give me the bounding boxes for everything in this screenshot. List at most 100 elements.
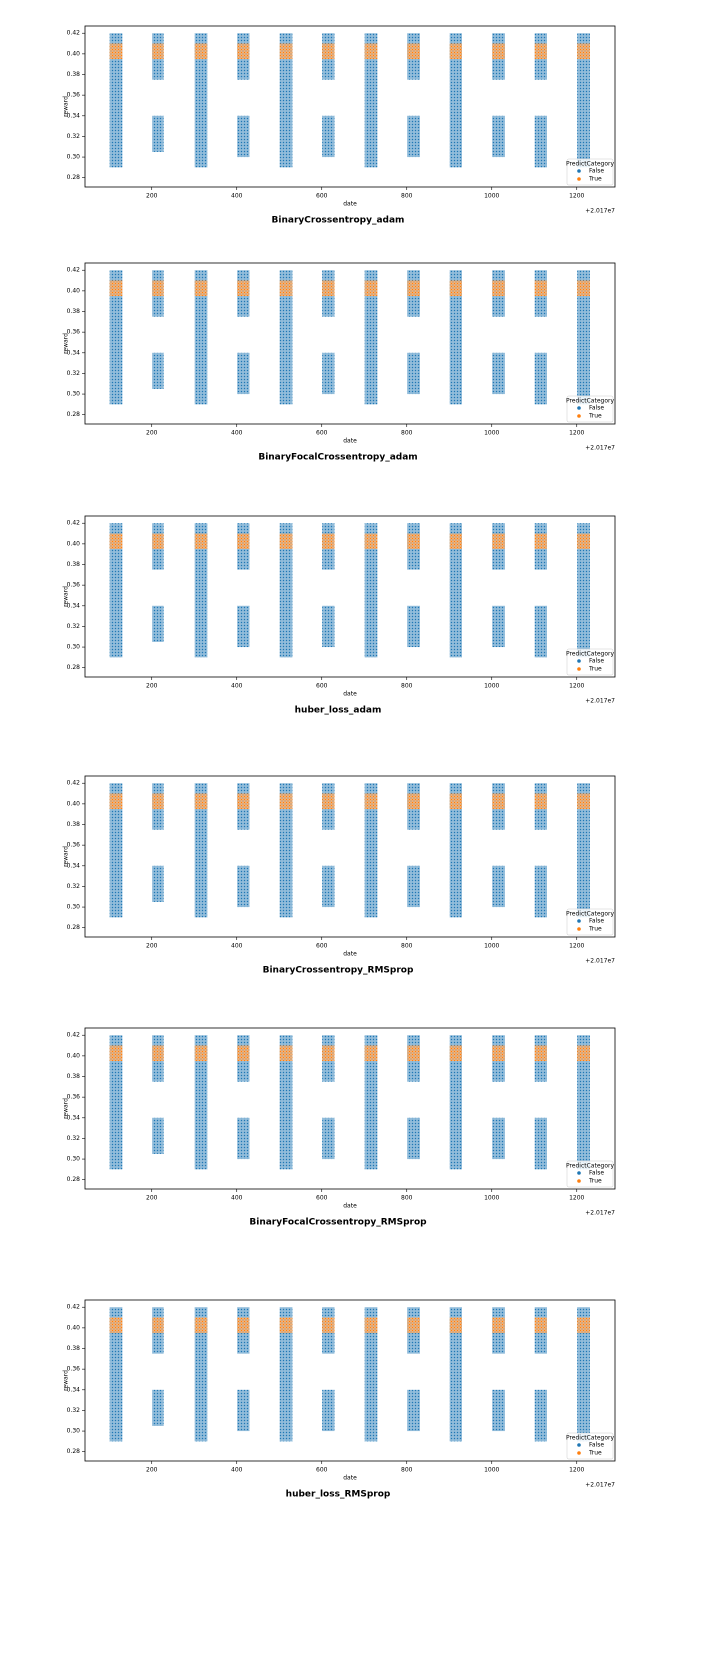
chart: 200 400 600 800 1000 1200 0.28 0.30 0.32 0.34 0.36… [63, 25, 616, 226]
x-tick-label: 1000 [484, 1467, 499, 1474]
x-tick-label: 1000 [484, 1195, 499, 1202]
point-cluster [534, 1317, 547, 1334]
y-tick-label: 0.38 [67, 1345, 81, 1352]
point-cluster [194, 783, 208, 918]
point-cluster [279, 783, 293, 918]
x-offset-label: +2.017e7 [585, 208, 615, 215]
legend-marker [577, 169, 581, 173]
x-tick-label: 1200 [569, 943, 584, 950]
x-offset-label: +2.017e7 [585, 958, 615, 965]
point-cluster [109, 793, 123, 810]
y-tick-label: 0.34 [67, 112, 81, 119]
y-tick-label: 0.36 [67, 92, 81, 99]
point-cluster [492, 43, 505, 60]
point-cluster [109, 533, 123, 550]
x-offset-label: +2.017e7 [585, 1210, 615, 1217]
x-tick-label: 800 [401, 943, 413, 950]
y-tick-label: 0.34 [67, 1386, 81, 1393]
x-tick-label: 1200 [569, 683, 584, 690]
point-cluster [279, 523, 293, 658]
point-cluster [109, 270, 123, 405]
point-cluster [322, 1389, 335, 1432]
legend-label: True [588, 413, 602, 420]
point-cluster [152, 1389, 164, 1426]
point-cluster [322, 43, 335, 60]
x-tick-label: 600 [316, 193, 328, 200]
y-tick-label: 0.28 [67, 1448, 81, 1455]
point-cluster [109, 783, 123, 918]
x-tick-label: 1000 [484, 430, 499, 437]
point-cluster [407, 280, 420, 297]
point-cluster [322, 280, 335, 297]
point-cluster [449, 1317, 462, 1334]
point-cluster [152, 1317, 164, 1334]
point-cluster [534, 533, 547, 550]
y-tick-label: 0.30 [67, 1428, 81, 1435]
x-tick-label: 200 [146, 1467, 158, 1474]
legend-label: True [588, 176, 602, 183]
x-tick-label: 600 [316, 1195, 328, 1202]
legend-marker [577, 1179, 581, 1183]
point-cluster [194, 270, 208, 405]
y-tick-label: 0.38 [67, 821, 81, 828]
legend-marker [577, 1451, 581, 1455]
chart-title: BinaryCrossentropy_RMSprop [263, 966, 414, 976]
point-cluster [279, 280, 293, 297]
point-cluster [407, 865, 420, 908]
x-tick-label: 800 [401, 1195, 413, 1202]
point-cluster [194, 1035, 208, 1170]
point-cluster [534, 352, 547, 405]
point-cluster [534, 793, 547, 810]
point-cluster [407, 605, 420, 648]
x-axis-label: date [343, 1203, 357, 1210]
point-cluster [109, 1307, 123, 1442]
legend-label: False [589, 1170, 604, 1177]
y-tick-label: 0.36 [67, 1094, 81, 1101]
legend-marker [577, 406, 581, 410]
point-cluster [364, 1035, 378, 1170]
point-cluster [364, 33, 378, 168]
x-tick-label: 400 [231, 193, 243, 200]
x-tick-label: 1200 [569, 1195, 584, 1202]
point-cluster [577, 1317, 590, 1334]
point-cluster [279, 1317, 293, 1334]
point-cluster [322, 605, 335, 648]
x-tick-label: 1200 [569, 1467, 584, 1474]
x-axis-label: date [343, 201, 357, 208]
legend-title: PredictCategory [566, 1435, 615, 1442]
legend-label: False [589, 918, 604, 925]
y-axis-label: reward [63, 846, 70, 867]
legend-title: PredictCategory [566, 161, 615, 168]
point-cluster [194, 280, 208, 297]
y-tick-label: 0.42 [67, 780, 81, 787]
point-cluster [279, 1307, 293, 1442]
y-tick-label: 0.42 [67, 520, 81, 527]
x-axis-label: date [343, 1475, 357, 1482]
x-offset-label: +2.017e7 [585, 1482, 615, 1489]
y-tick-label: 0.28 [67, 174, 81, 181]
point-cluster [577, 793, 590, 810]
point-cluster [449, 1307, 462, 1442]
axes-frame [84, 1027, 616, 1190]
point-cluster [449, 270, 462, 405]
y-tick-label: 0.38 [67, 71, 81, 78]
y-tick-label: 0.28 [67, 664, 81, 671]
x-tick-label: 600 [316, 430, 328, 437]
point-cluster [364, 793, 378, 810]
point-cluster [279, 793, 293, 810]
y-tick-label: 0.40 [67, 800, 81, 807]
point-cluster [364, 523, 378, 658]
x-tick-label: 1200 [569, 193, 584, 200]
y-axis-label: reward [63, 96, 70, 117]
x-tick-label: 600 [316, 683, 328, 690]
y-tick-label: 0.38 [67, 308, 81, 315]
point-cluster [322, 115, 335, 158]
point-cluster [449, 1035, 462, 1170]
point-cluster [237, 605, 250, 648]
point-cluster [492, 533, 505, 550]
point-cluster [534, 605, 547, 658]
legend-title: PredictCategory [566, 398, 615, 405]
point-cluster [364, 1307, 378, 1442]
point-cluster [152, 605, 164, 642]
